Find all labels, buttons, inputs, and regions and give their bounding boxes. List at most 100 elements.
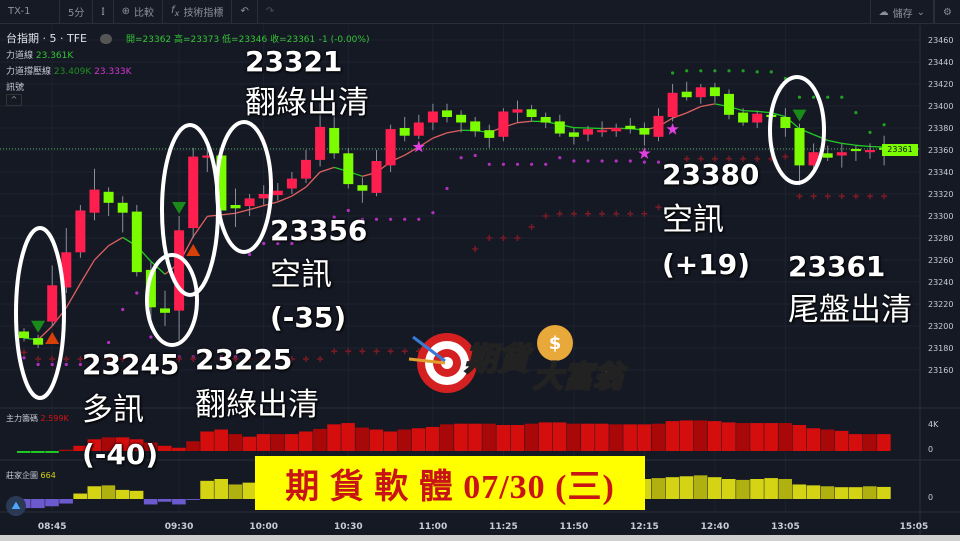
support-dot bbox=[445, 186, 449, 191]
support-dot bbox=[473, 153, 477, 158]
cross-marker bbox=[852, 193, 859, 200]
cross-marker bbox=[232, 356, 239, 362]
time-label: 11:25 bbox=[489, 522, 518, 532]
annotation-points: (+19) bbox=[662, 248, 751, 281]
intent-bar bbox=[200, 480, 214, 499]
candle-body bbox=[258, 194, 269, 199]
panel-label: 主力籌碼 bbox=[6, 414, 38, 423]
candle-body bbox=[216, 155, 227, 211]
intent-legend: 莊家企圖 664 bbox=[6, 470, 56, 481]
candle-body bbox=[89, 189, 100, 213]
candle-body bbox=[498, 111, 509, 137]
candle-body bbox=[131, 211, 142, 273]
main-force-bar bbox=[834, 430, 849, 451]
trend-line-segment bbox=[672, 112, 687, 119]
main-force-bar bbox=[736, 423, 750, 451]
trend-line-segment bbox=[432, 132, 448, 139]
main-force-bar bbox=[228, 434, 243, 451]
undo-button[interactable]: ↶ bbox=[232, 0, 258, 24]
main-force-bar bbox=[242, 436, 257, 451]
indicator-value: 23.361K bbox=[35, 51, 74, 61]
main-force-bar bbox=[595, 423, 609, 451]
undo-icon: ↶ bbox=[240, 6, 249, 17]
support-dot bbox=[346, 208, 350, 213]
main-force-bar bbox=[299, 431, 313, 451]
main-force-bar bbox=[440, 424, 454, 451]
redo-button[interactable]: ↷ bbox=[258, 0, 282, 24]
trend-line-segment bbox=[192, 215, 208, 237]
svg-text:$: $ bbox=[549, 333, 562, 354]
candle-body bbox=[709, 87, 720, 97]
cross-marker bbox=[359, 348, 366, 355]
resistance-dot bbox=[868, 130, 872, 134]
star-icon bbox=[638, 147, 651, 159]
candle-body bbox=[611, 128, 622, 132]
cross-marker bbox=[514, 235, 521, 241]
chart-type-button[interactable]: ⫾ bbox=[93, 0, 114, 24]
intent-bar bbox=[651, 478, 666, 499]
annotation-price: 23361 bbox=[788, 250, 886, 283]
cross-marker bbox=[105, 356, 112, 362]
time-label: 11:00 bbox=[418, 522, 448, 532]
indicator-legend-3: 訊號 bbox=[6, 80, 24, 93]
support-dot bbox=[304, 230, 308, 235]
intent-bar bbox=[736, 479, 750, 499]
collapse-button[interactable] bbox=[100, 34, 113, 44]
main-force-bar bbox=[722, 422, 736, 451]
candle-body bbox=[47, 285, 58, 322]
support-dot bbox=[544, 162, 548, 166]
main-force-bar bbox=[750, 423, 764, 451]
support-dot bbox=[64, 362, 68, 367]
main-force-bar bbox=[468, 423, 482, 451]
mountain-logo-icon[interactable]: ⛰ bbox=[6, 496, 26, 516]
highlight-ellipse bbox=[215, 120, 273, 254]
y-tick-label: 23200 bbox=[928, 322, 953, 331]
compare-button[interactable]: ⊕ 比較 bbox=[114, 0, 163, 24]
trend-line-segment bbox=[517, 120, 532, 124]
support-dot bbox=[50, 362, 54, 367]
intent-bar bbox=[242, 482, 257, 499]
main-force-bar bbox=[101, 437, 116, 451]
candle-body bbox=[357, 185, 368, 191]
trend-line-segment bbox=[319, 166, 335, 173]
main-force-bar bbox=[172, 447, 186, 451]
price-chart[interactable]: 23460 23440 23420 23400 23380 23360 23340 23320… bbox=[0, 25, 960, 535]
y-tick-label: 23180 bbox=[928, 344, 953, 353]
y-tick-label: 23240 bbox=[928, 278, 953, 287]
support-dot bbox=[121, 307, 125, 312]
intent-bar bbox=[665, 477, 680, 499]
candle-body bbox=[301, 159, 311, 179]
indicator-value: 23.409K bbox=[53, 67, 92, 77]
candle-body bbox=[117, 202, 128, 213]
support-dot bbox=[487, 162, 491, 166]
symbol-label: TX-1 bbox=[8, 6, 31, 17]
candle-body bbox=[780, 117, 791, 128]
main-force-bar bbox=[397, 429, 412, 451]
trend-line-segment bbox=[743, 109, 758, 113]
cross-marker bbox=[824, 193, 831, 200]
save-label: 儲存 bbox=[892, 8, 913, 20]
cross-marker bbox=[35, 356, 42, 362]
main-force-bar bbox=[355, 427, 369, 451]
cross-marker bbox=[641, 210, 648, 217]
change-value: -1 (-0.00%) bbox=[318, 35, 370, 45]
collapse-legend-button[interactable]: ^ bbox=[6, 94, 22, 106]
svg-text:大富翁: 大富翁 bbox=[533, 360, 628, 395]
save-button[interactable]: ☁ 儲存 ⌄ bbox=[869, 0, 935, 24]
candle-body bbox=[174, 230, 185, 311]
symbol-selector[interactable]: TX-1 bbox=[0, 0, 60, 24]
candle-body bbox=[33, 338, 44, 345]
cross-marker bbox=[119, 356, 126, 362]
intent-bar bbox=[101, 485, 116, 499]
main-force-legend: 主力籌碼 2.599K bbox=[6, 413, 69, 424]
resistance-dot bbox=[671, 71, 675, 75]
panel-value: 664 bbox=[40, 471, 56, 480]
main-force-bar bbox=[637, 424, 651, 451]
interval-selector[interactable]: 5分 bbox=[60, 0, 94, 24]
candle-body bbox=[329, 128, 340, 154]
settings-button[interactable]: ⚙ bbox=[934, 0, 960, 24]
indicators-button[interactable]: fx 技術指標 bbox=[163, 0, 233, 24]
candle-body bbox=[103, 191, 114, 203]
main-force-bar bbox=[425, 426, 440, 451]
resistance-dot bbox=[741, 69, 745, 73]
